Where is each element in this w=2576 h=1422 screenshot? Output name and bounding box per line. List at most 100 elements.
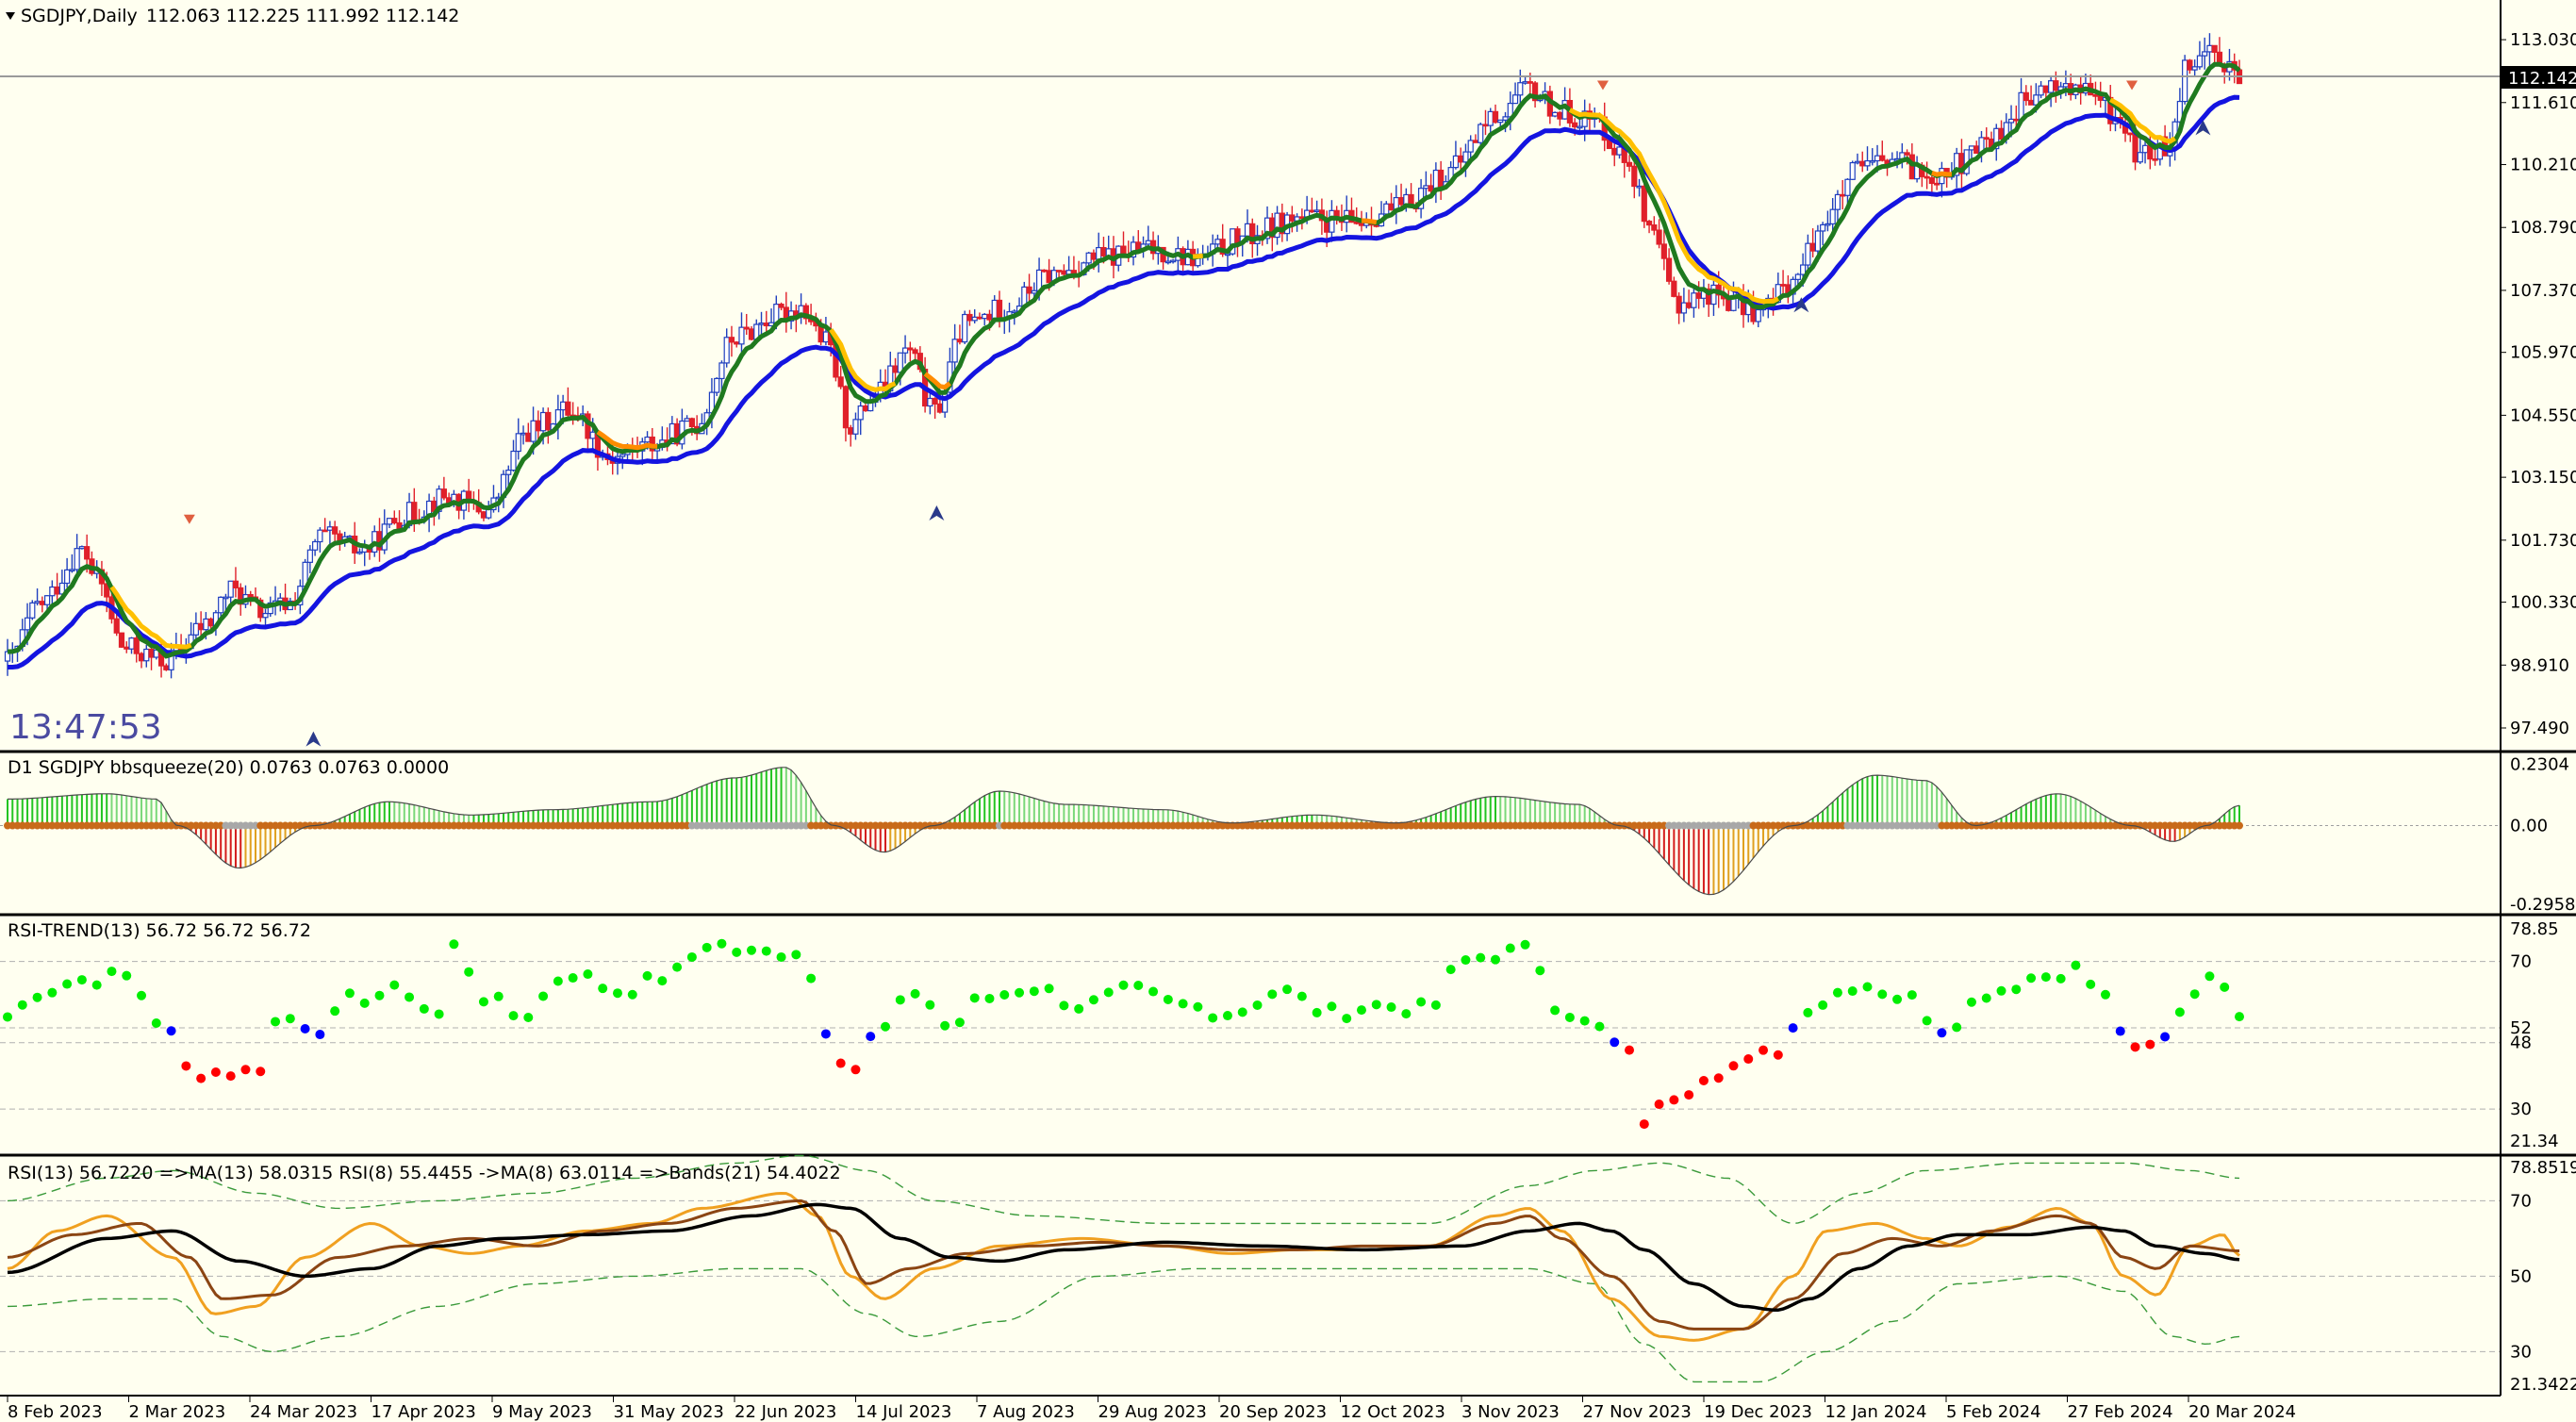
price-tick-label: 101.730: [2510, 531, 2576, 551]
rsi-tick-label: 21.3422: [2510, 1375, 2576, 1395]
rsi-trend-dot: [1327, 1001, 1337, 1012]
rsi-trend-dot: [1237, 1007, 1247, 1017]
rsi-trend-tick-label: 48: [2510, 1033, 2532, 1053]
rsi-trend-dot: [1535, 966, 1545, 976]
price-axis: 113.030 111.610 110.210 108.790 107.370 105.9…: [2501, 30, 2576, 738]
candle-body: [69, 569, 75, 572]
candle-body: [1096, 246, 1102, 260]
candle-body: [337, 533, 343, 541]
candle-body: [936, 403, 943, 413]
candle-body: [2187, 59, 2193, 71]
candle-body: [619, 454, 626, 457]
candle-body: [1061, 270, 1067, 275]
candle-body: [734, 341, 740, 345]
rsi-trend-dot: [166, 1026, 176, 1036]
rsi-trend-dot: [1698, 1075, 1709, 1085]
rsi-trend-dot: [344, 988, 355, 999]
rsi-trend-dot: [612, 988, 622, 999]
rsi-panel[interactable]: 78.8519 70 50 30 21.3422 RSI(13) 56.7220 =>M…: [0, 1154, 2576, 1395]
candle-body: [2141, 144, 2149, 154]
rsi-trend-dot: [1074, 1003, 1084, 1014]
squeeze-axis: 0.2304 0.00 -0.2958: [2510, 755, 2575, 915]
rsi-trend-dot: [2145, 1039, 2155, 1050]
candle-body: [802, 305, 809, 320]
candle-body: [396, 521, 403, 529]
ma-slow-line: [8, 94, 2240, 670]
rsi-trend-dot: [806, 973, 817, 984]
rsi-trend-dot: [657, 976, 668, 986]
price-tick-label: 107.370: [2510, 281, 2576, 301]
candle-body: [1904, 152, 1910, 156]
rsi-trend-dot: [1773, 1050, 1783, 1060]
rsi-trend-dot: [330, 1006, 340, 1017]
rsi-trend-dot: [3, 1012, 12, 1022]
candle-body: [356, 551, 363, 554]
candle-body: [1056, 270, 1063, 273]
rsi-trend-dot: [1862, 982, 1873, 992]
rsi-trend-dot: [1713, 1073, 1724, 1083]
rsi-trend-dot: [1208, 1013, 1218, 1023]
candle-body: [124, 646, 130, 650]
price-tick-label: 100.330: [2510, 593, 2576, 613]
rsi-trend-dot: [835, 1058, 846, 1068]
rsi-trend-dot: [1163, 994, 1173, 1004]
rsi-trend-dot: [538, 991, 549, 1001]
rsi-trend-dot: [2026, 973, 2037, 984]
candle-body: [718, 362, 725, 380]
squeeze-tick-label: 0.2304: [2510, 755, 2569, 775]
rsi-trend-dot: [17, 1000, 27, 1010]
time-tick-label: 9 May 2023: [492, 1402, 592, 1422]
current-price-box: [2501, 66, 2576, 89]
rsi-trend-dot: [2204, 971, 2215, 982]
candle-body: [2182, 59, 2188, 103]
candle-body: [2132, 134, 2138, 163]
candle-body: [2007, 118, 2015, 124]
rsi-trend-dots: [0, 938, 2501, 1130]
candle-body: [1531, 82, 1539, 102]
candle-body: [440, 488, 447, 499]
rsi-trend-dot: [1356, 1005, 1366, 1016]
price-tick-label: 110.210: [2510, 156, 2576, 175]
candle-body: [306, 549, 313, 563]
candle-body: [1840, 193, 1846, 197]
candle-body: [901, 347, 909, 354]
buy-arrow-icon: [929, 505, 945, 521]
rsi-trend-dot: [493, 991, 504, 1001]
candle-body: [1814, 230, 1822, 252]
squeeze-panel[interactable]: 0.2304 0.00 -0.2958 D1 SGDJPY bbsqueeze(20…: [0, 755, 2575, 915]
rsi-trend-tick-label: 30: [2510, 1100, 2532, 1119]
rsi-trend-dot: [553, 976, 563, 986]
candle-body: [996, 299, 1003, 321]
main-panel[interactable]: 113.030 111.610 110.210 108.790 107.370 105.9…: [0, 6, 2576, 747]
candle-body: [49, 586, 56, 597]
rsi-trend-dot: [1044, 984, 1054, 994]
candle-body: [2027, 99, 2035, 106]
rsi-trend-dot: [895, 995, 905, 1005]
candle-body: [688, 418, 695, 428]
candle-body: [1388, 203, 1395, 211]
candle-body: [1651, 223, 1658, 231]
candle-body: [848, 427, 854, 435]
symbol-dropdown-icon[interactable]: [6, 12, 15, 20]
candle-body: [728, 337, 735, 343]
rsi-band-upper: [7, 1154, 2240, 1225]
rsi-trend-dot: [434, 1009, 444, 1019]
candle-body: [1169, 259, 1177, 263]
rsi-trend-dot: [866, 1032, 876, 1042]
candle-body: [1854, 160, 1861, 164]
candle-body: [326, 526, 333, 531]
rsi-trend-dot: [1996, 985, 2006, 996]
rsi-trend-dot: [1594, 1021, 1605, 1032]
candle-body: [1755, 308, 1761, 322]
time-tick-label: 3 Nov 2023: [1461, 1402, 1560, 1422]
price-tick-label: 111.610: [2510, 93, 2576, 113]
rsi-trend-dot: [1015, 987, 1025, 998]
ma-signal-line: [1931, 171, 1952, 177]
rsi-trend-dot: [2086, 979, 2096, 989]
rsi-trend-dot: [850, 1065, 861, 1075]
rsi-trend-dot: [210, 1067, 221, 1078]
candle-body: [133, 637, 140, 654]
candle-body: [1641, 185, 1647, 223]
